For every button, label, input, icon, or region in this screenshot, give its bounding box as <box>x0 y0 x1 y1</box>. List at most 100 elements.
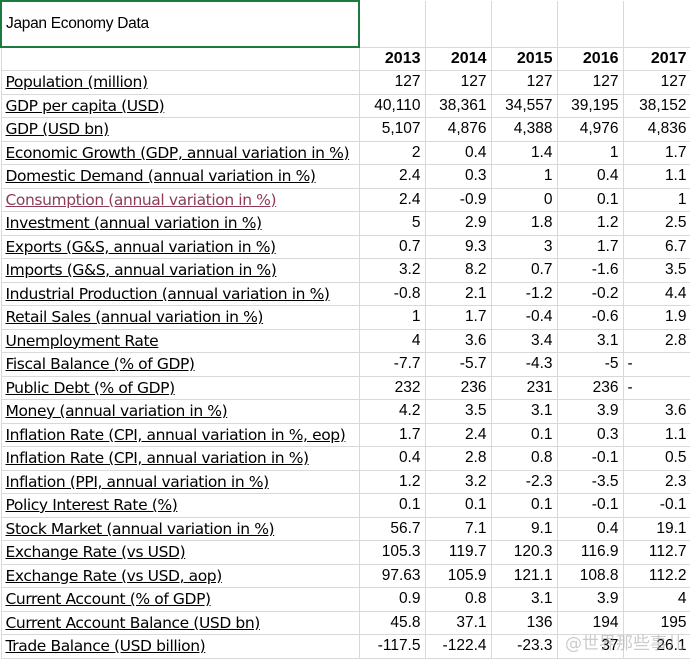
row-label-link[interactable]: Trade Balance (USD billion) <box>0 634 360 659</box>
value-cell[interactable]: 0.4 <box>556 164 624 189</box>
value-cell[interactable]: 105.9 <box>424 563 492 588</box>
value-cell[interactable]: 3.6 <box>424 328 492 353</box>
row-label-link[interactable]: Retail Sales (annual variation in %) <box>0 305 360 330</box>
value-cell[interactable]: 0.1 <box>358 493 426 518</box>
value-cell[interactable]: -5.7 <box>424 352 492 377</box>
value-cell[interactable]: 4.4 <box>622 281 690 306</box>
empty-cell[interactable] <box>358 1 426 48</box>
value-cell[interactable]: 116.9 <box>556 540 624 565</box>
value-cell[interactable]: 1 <box>490 164 558 189</box>
value-cell[interactable]: 8.2 <box>424 258 492 283</box>
value-cell[interactable]: 1.7 <box>424 305 492 330</box>
value-cell[interactable]: 0.7 <box>490 258 558 283</box>
value-cell[interactable]: 1.9 <box>622 305 690 330</box>
value-cell[interactable]: 105.3 <box>358 540 426 565</box>
value-cell[interactable]: 3.1 <box>556 328 624 353</box>
row-label-link[interactable]: Inflation Rate (CPI, annual variation in… <box>0 422 360 447</box>
value-cell[interactable]: 37.1 <box>424 610 492 635</box>
empty-cell[interactable] <box>490 1 558 48</box>
row-label-link[interactable]: GDP (USD bn) <box>0 117 360 142</box>
value-cell[interactable]: 1.2 <box>556 211 624 236</box>
value-cell[interactable]: 26.1 <box>622 634 690 659</box>
value-cell[interactable]: 1.8 <box>490 211 558 236</box>
value-cell[interactable]: -0.1 <box>622 493 690 518</box>
value-cell[interactable]: 9.3 <box>424 234 492 259</box>
value-cell[interactable]: 3.4 <box>490 328 558 353</box>
value-cell[interactable]: 2.9 <box>424 211 492 236</box>
value-cell[interactable]: 3.5 <box>622 258 690 283</box>
value-cell[interactable]: 1.7 <box>556 234 624 259</box>
value-cell[interactable]: 56.7 <box>358 516 426 541</box>
value-cell[interactable]: 4 <box>358 328 426 353</box>
value-cell[interactable]: 38,361 <box>424 93 492 118</box>
value-cell[interactable]: 127 <box>358 70 426 95</box>
value-cell[interactable]: -0.4 <box>490 305 558 330</box>
row-label-link[interactable]: Imports (G&S, annual variation in %) <box>0 258 360 283</box>
value-cell[interactable]: 5,107 <box>358 117 426 142</box>
row-label-link[interactable]: Domestic Demand (annual variation in %) <box>0 164 360 189</box>
value-cell[interactable]: 108.8 <box>556 563 624 588</box>
value-cell[interactable]: - <box>622 352 690 377</box>
row-label-link[interactable]: Public Debt (% of GDP) <box>0 375 360 400</box>
value-cell[interactable]: 0.5 <box>622 446 690 471</box>
value-cell[interactable]: 0.8 <box>424 587 492 612</box>
row-label-link[interactable]: Industrial Production (annual variation … <box>0 281 360 306</box>
value-cell[interactable]: 1.7 <box>358 422 426 447</box>
value-cell[interactable]: 7.1 <box>424 516 492 541</box>
value-cell[interactable]: 4,836 <box>622 117 690 142</box>
value-cell[interactable]: -3.5 <box>556 469 624 494</box>
value-cell[interactable]: 0.4 <box>358 446 426 471</box>
value-cell[interactable]: 3.2 <box>358 258 426 283</box>
value-cell[interactable]: 4,388 <box>490 117 558 142</box>
value-cell[interactable]: 127 <box>556 70 624 95</box>
value-cell[interactable]: 0.1 <box>556 187 624 212</box>
year-header[interactable]: 2016 <box>556 46 624 71</box>
value-cell[interactable]: 2.4 <box>358 164 426 189</box>
row-label-link[interactable]: Fiscal Balance (% of GDP) <box>0 352 360 377</box>
value-cell[interactable]: 3.1 <box>490 587 558 612</box>
year-header[interactable]: 2015 <box>490 46 558 71</box>
value-cell[interactable]: 2.5 <box>622 211 690 236</box>
value-cell[interactable]: 0 <box>490 187 558 212</box>
value-cell[interactable]: 5 <box>358 211 426 236</box>
value-cell[interactable]: 6.7 <box>622 234 690 259</box>
value-cell[interactable]: 0.8 <box>490 446 558 471</box>
row-label-link[interactable]: Population (million) <box>0 70 360 95</box>
value-cell[interactable]: 4.2 <box>358 399 426 424</box>
value-cell[interactable]: 0.3 <box>556 422 624 447</box>
value-cell[interactable]: 232 <box>358 375 426 400</box>
value-cell[interactable]: 112.7 <box>622 540 690 565</box>
value-cell[interactable]: 1.7 <box>622 140 690 165</box>
value-cell[interactable]: 9.1 <box>490 516 558 541</box>
value-cell[interactable]: -0.2 <box>556 281 624 306</box>
value-cell[interactable]: 34,557 <box>490 93 558 118</box>
value-cell[interactable]: 39,195 <box>556 93 624 118</box>
value-cell[interactable]: 231 <box>490 375 558 400</box>
value-cell[interactable]: 3.6 <box>622 399 690 424</box>
row-label-link[interactable]: Inflation Rate (CPI, annual variation in… <box>0 446 360 471</box>
value-cell[interactable]: -117.5 <box>358 634 426 659</box>
row-label-link[interactable]: Exports (G&S, annual variation in %) <box>0 234 360 259</box>
value-cell[interactable]: 2.8 <box>622 328 690 353</box>
value-cell[interactable]: 1 <box>358 305 426 330</box>
value-cell[interactable]: -5 <box>556 352 624 377</box>
value-cell[interactable]: 1 <box>622 187 690 212</box>
value-cell[interactable]: 1.4 <box>490 140 558 165</box>
value-cell[interactable]: -0.9 <box>424 187 492 212</box>
value-cell[interactable]: 119.7 <box>424 540 492 565</box>
value-cell[interactable]: 136 <box>490 610 558 635</box>
page-title[interactable]: Japan Economy Data <box>0 0 360 48</box>
value-cell[interactable]: 127 <box>424 70 492 95</box>
value-cell[interactable]: 2.8 <box>424 446 492 471</box>
value-cell[interactable]: 45.8 <box>358 610 426 635</box>
value-cell[interactable]: 0.3 <box>424 164 492 189</box>
year-header[interactable]: 2014 <box>424 46 492 71</box>
year-header[interactable]: 2017 <box>622 46 690 71</box>
value-cell[interactable]: 0.9 <box>358 587 426 612</box>
year-header[interactable]: 2013 <box>358 46 426 71</box>
value-cell[interactable]: -23.3 <box>490 634 558 659</box>
value-cell[interactable]: 97.63 <box>358 563 426 588</box>
value-cell[interactable]: -122.4 <box>424 634 492 659</box>
value-cell[interactable]: -1.2 <box>490 281 558 306</box>
value-cell[interactable]: 1.1 <box>622 422 690 447</box>
